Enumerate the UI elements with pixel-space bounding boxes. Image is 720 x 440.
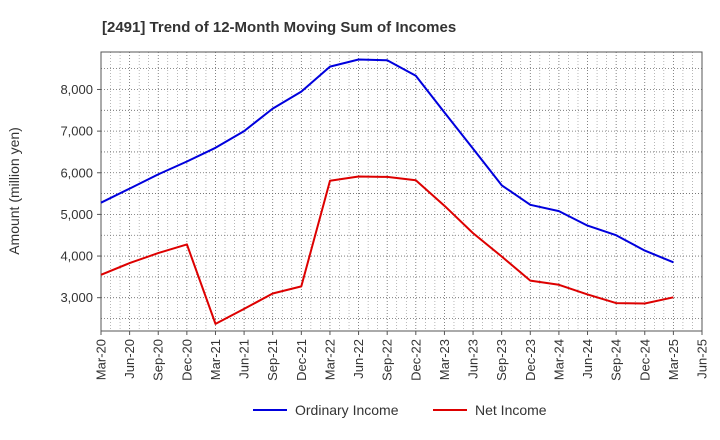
x-tick-label: Mar-21 <box>208 339 223 380</box>
x-tick-label: Jun-23 <box>466 339 481 379</box>
y-tick-label: 6,000 <box>60 165 93 180</box>
series-group <box>100 58 674 325</box>
series-line-net-income <box>100 175 674 325</box>
x-tick-label: Sep-24 <box>609 339 624 381</box>
x-tick-label: Sep-23 <box>494 339 509 381</box>
x-tick-label: Jun-22 <box>351 339 366 379</box>
grid <box>101 52 702 331</box>
legend-label-net-income: Net Income <box>475 402 547 418</box>
y-tick-label: 8,000 <box>60 82 93 97</box>
x-tick-label: Dec-24 <box>637 339 652 381</box>
x-tick-label: Mar-25 <box>666 339 681 380</box>
y-axis: 3,000 4,000 5,000 6,000 7,000 8,000 <box>60 82 101 305</box>
x-tick-label: Sep-20 <box>151 339 166 381</box>
series-line-ordinary-income <box>100 58 674 264</box>
x-tick-label: Jun-24 <box>580 339 595 379</box>
y-tick-label: 4,000 <box>60 249 93 264</box>
y-tick-label: 5,000 <box>60 207 93 222</box>
x-tick-label: Mar-20 <box>94 339 109 380</box>
x-tick-label: Mar-22 <box>322 339 337 380</box>
x-tick-label: Mar-23 <box>437 339 452 380</box>
x-tick-label: Dec-23 <box>523 339 538 381</box>
x-tick-label: Jun-25 <box>695 339 710 379</box>
x-tick-label: Jun-21 <box>237 339 252 379</box>
x-tick-label: Dec-20 <box>179 339 194 381</box>
x-tick-label: Mar-24 <box>551 339 566 380</box>
x-tick-label: Dec-21 <box>294 339 309 381</box>
x-tick-label: Jun-20 <box>122 339 137 379</box>
x-tick-label: Sep-21 <box>265 339 280 381</box>
x-axis: Mar-20 Jun-20 Sep-20 Dec-20 Mar-21 Jun-21 Sep-… <box>94 331 710 381</box>
plot-area <box>100 51 703 332</box>
x-tick-label: Dec-22 <box>408 339 423 381</box>
y-tick-label: 7,000 <box>60 124 93 139</box>
y-tick-label: 3,000 <box>60 290 93 305</box>
x-tick-label: Sep-22 <box>380 339 395 381</box>
legend: Ordinary Income Net Income <box>253 402 547 418</box>
y-axis-label: Amount (million yen) <box>6 127 22 255</box>
chart-title: [2491] Trend of 12-Month Moving Sum of I… <box>102 19 456 36</box>
legend-label-ordinary-income: Ordinary Income <box>295 402 399 418</box>
